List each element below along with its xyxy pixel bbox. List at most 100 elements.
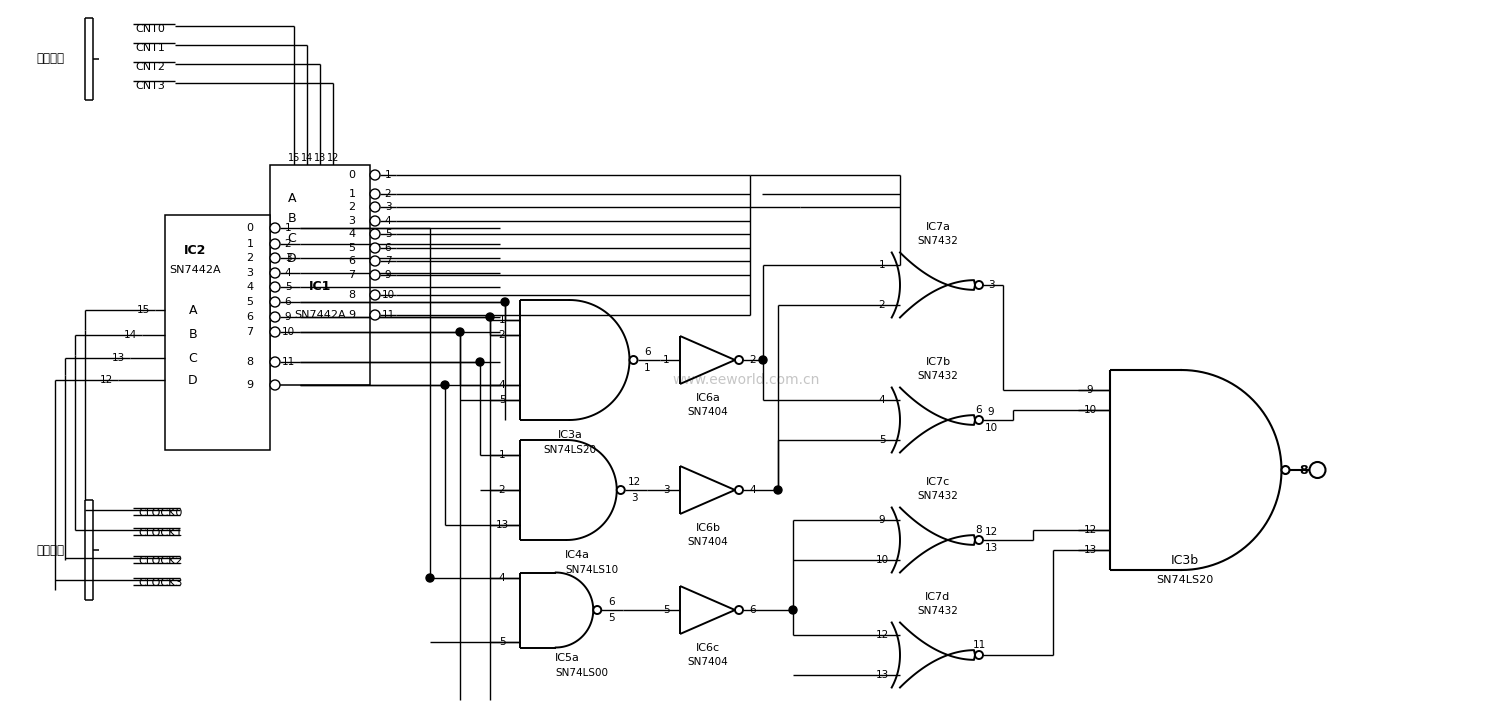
Text: 13: 13	[496, 520, 509, 530]
Circle shape	[370, 189, 381, 199]
Text: A: A	[288, 192, 296, 204]
Text: 13: 13	[1084, 545, 1097, 555]
Text: CLOCK0: CLOCK0	[137, 508, 182, 518]
Text: IC6c: IC6c	[696, 643, 720, 653]
Circle shape	[270, 239, 281, 249]
Circle shape	[270, 380, 281, 390]
Text: IC2: IC2	[184, 243, 206, 256]
Circle shape	[370, 202, 381, 212]
Text: SN7404: SN7404	[688, 657, 729, 667]
Text: C: C	[188, 351, 197, 364]
Circle shape	[788, 606, 797, 614]
Text: 5: 5	[663, 605, 669, 615]
Text: 4: 4	[385, 216, 391, 226]
Text: 2: 2	[879, 300, 885, 310]
Text: 5: 5	[499, 395, 505, 405]
Text: C: C	[288, 232, 297, 245]
Circle shape	[370, 216, 381, 226]
Circle shape	[270, 312, 281, 322]
Text: 3: 3	[246, 268, 254, 278]
Circle shape	[975, 651, 982, 659]
Circle shape	[270, 253, 281, 263]
Text: CLOCK3: CLOCK3	[137, 578, 182, 588]
Text: 9: 9	[988, 407, 994, 417]
Circle shape	[975, 416, 982, 424]
Circle shape	[487, 313, 494, 321]
Text: 12: 12	[875, 630, 888, 640]
Text: 15: 15	[136, 305, 149, 315]
Circle shape	[270, 223, 281, 233]
Text: 2: 2	[499, 330, 505, 340]
Circle shape	[758, 356, 767, 364]
Text: SN74LS10: SN74LS10	[564, 565, 618, 575]
Text: 9: 9	[348, 310, 355, 320]
Text: 11: 11	[281, 357, 294, 367]
Text: 2: 2	[499, 485, 505, 495]
Text: IC7b: IC7b	[926, 357, 951, 367]
Text: 8: 8	[348, 290, 355, 300]
Text: IC1: IC1	[309, 279, 331, 292]
Circle shape	[455, 328, 464, 336]
Text: 8: 8	[246, 357, 254, 367]
Text: CNT1: CNT1	[134, 43, 164, 53]
Text: 1: 1	[879, 260, 885, 270]
Text: 11: 11	[972, 640, 985, 650]
Text: 3: 3	[632, 493, 638, 503]
Text: CNT2: CNT2	[134, 62, 166, 72]
Text: 4: 4	[348, 229, 355, 239]
Circle shape	[370, 256, 381, 266]
Text: 1: 1	[643, 363, 651, 373]
Text: 5: 5	[879, 435, 885, 445]
Text: IC6b: IC6b	[696, 523, 721, 533]
Circle shape	[975, 536, 982, 544]
Text: 10: 10	[984, 423, 997, 433]
Text: 6: 6	[285, 297, 291, 307]
Circle shape	[630, 356, 638, 364]
Text: SN7432: SN7432	[918, 371, 959, 381]
Circle shape	[1309, 462, 1326, 478]
Text: 4: 4	[499, 380, 505, 390]
Text: SN7432: SN7432	[918, 491, 959, 501]
Text: 2: 2	[246, 253, 254, 263]
Circle shape	[617, 486, 624, 494]
Circle shape	[270, 282, 281, 292]
Text: 6: 6	[246, 312, 254, 322]
Bar	[166, 215, 270, 450]
Text: 8: 8	[976, 525, 982, 535]
Circle shape	[270, 357, 281, 367]
Text: 12: 12	[327, 153, 339, 163]
Circle shape	[593, 606, 602, 614]
Text: 5: 5	[246, 297, 254, 307]
Text: 14: 14	[302, 153, 314, 163]
Text: 6: 6	[385, 243, 391, 253]
Text: 0: 0	[246, 223, 254, 233]
Text: 6: 6	[608, 597, 615, 607]
Text: 5: 5	[348, 243, 355, 253]
Circle shape	[426, 574, 434, 582]
Text: 10: 10	[875, 555, 888, 565]
Text: 9: 9	[1087, 385, 1093, 395]
Circle shape	[1281, 466, 1290, 474]
Text: D: D	[287, 251, 297, 264]
Circle shape	[502, 298, 509, 306]
Text: SN74LS20: SN74LS20	[543, 445, 597, 455]
Circle shape	[270, 297, 281, 307]
Text: 1: 1	[385, 170, 391, 180]
Circle shape	[370, 229, 381, 239]
Text: IC6a: IC6a	[696, 393, 721, 403]
Circle shape	[370, 310, 381, 320]
Text: 13: 13	[112, 353, 124, 363]
Text: 12: 12	[100, 375, 112, 385]
Text: IC3a: IC3a	[557, 430, 582, 440]
Bar	[270, 165, 370, 385]
Circle shape	[370, 243, 381, 253]
Text: A: A	[188, 303, 197, 316]
Text: 2: 2	[385, 189, 391, 199]
Text: 3: 3	[285, 253, 291, 263]
Text: 10: 10	[381, 290, 394, 300]
Text: 8: 8	[1299, 463, 1308, 476]
Circle shape	[476, 358, 484, 366]
Text: 6: 6	[348, 256, 355, 266]
Text: IC5a: IC5a	[555, 653, 579, 663]
Text: 5: 5	[385, 229, 391, 239]
